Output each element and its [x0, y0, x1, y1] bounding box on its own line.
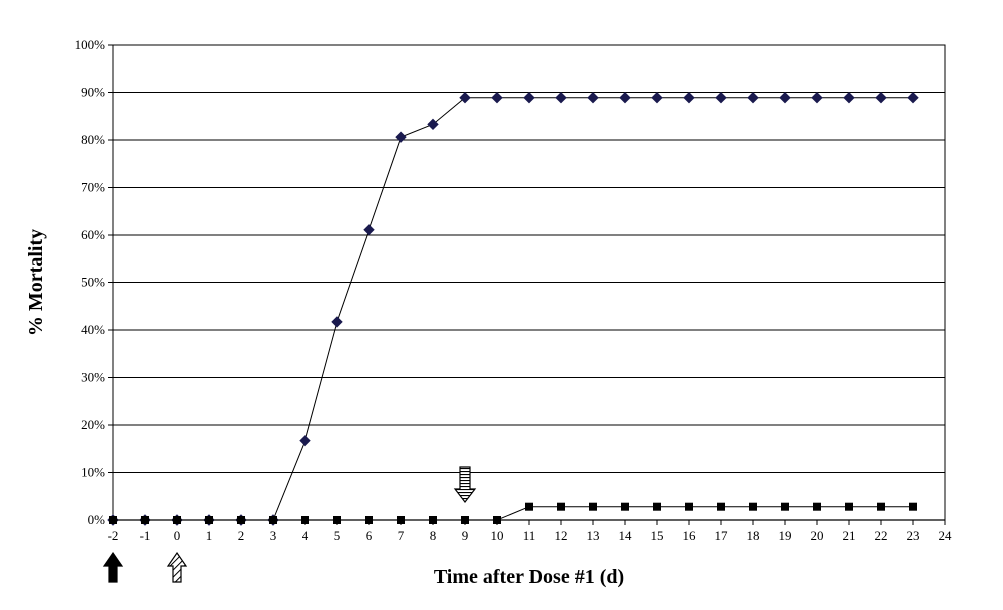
x-tick-label: 14	[619, 528, 633, 543]
data-point	[301, 516, 309, 524]
x-tick-label: 1	[206, 528, 213, 543]
data-point	[299, 434, 311, 447]
data-point	[459, 92, 471, 104]
x-tick-label: 12	[555, 528, 568, 543]
data-point	[909, 502, 917, 511]
data-point	[843, 92, 855, 104]
x-tick-label: 19	[779, 528, 792, 543]
y-tick-label: 30%	[81, 370, 105, 385]
y-tick-labels: 0% 10% 20% 30% 40% 50% 60% 70% 80% 90% 100%	[75, 37, 113, 527]
data-point	[523, 92, 535, 104]
data-point	[747, 92, 759, 104]
x-tick-label: 18	[747, 528, 760, 543]
data-point	[237, 516, 245, 524]
x-tick-label: -1	[140, 528, 151, 543]
x-tick-label: 2	[238, 528, 245, 543]
series-2	[109, 502, 917, 524]
data-point	[813, 502, 821, 511]
data-point	[109, 516, 117, 524]
data-point	[365, 516, 373, 524]
data-point	[555, 92, 567, 104]
data-point	[619, 92, 631, 104]
y-tick-label: 40%	[81, 322, 105, 337]
x-tick-label: 7	[398, 528, 405, 543]
y-tick-label: 70%	[81, 180, 105, 195]
x-tick-label: 4	[302, 528, 309, 543]
data-point	[141, 516, 149, 524]
series-line	[113, 506, 913, 521]
x-tick-label: 21	[843, 528, 856, 543]
data-point	[683, 92, 695, 104]
x-tick-label: 23	[907, 528, 920, 543]
data-point	[491, 92, 503, 104]
data-point	[907, 92, 919, 104]
solid-up-arrow-icon	[102, 551, 124, 583]
y-tick-label: 80%	[81, 132, 105, 147]
data-point	[875, 92, 887, 104]
x-tick-label: 17	[715, 528, 729, 543]
y-axis-title: % Mortality	[25, 229, 47, 336]
y-tick-label: 0%	[88, 512, 106, 527]
data-point	[525, 502, 533, 511]
data-point	[845, 502, 853, 511]
data-point	[331, 316, 343, 328]
x-axis-title: Time after Dose #1 (d)	[434, 566, 624, 588]
y-tick-label: 90%	[81, 85, 105, 100]
data-point	[269, 516, 277, 524]
data-point	[749, 502, 757, 511]
data-point	[173, 516, 181, 524]
x-tick-label: 6	[366, 528, 373, 543]
data-point	[811, 92, 823, 104]
y-tick-label: 60%	[81, 227, 105, 242]
x-tick-label: 11	[523, 528, 536, 543]
x-tick-label: 3	[270, 528, 277, 543]
y-tick-label: 10%	[81, 465, 105, 480]
data-point	[397, 516, 405, 524]
data-point	[493, 516, 501, 524]
x-tick-label: 24	[939, 528, 953, 543]
y-tick-label: 100%	[75, 37, 106, 52]
data-point	[653, 502, 661, 511]
annotations	[102, 466, 477, 583]
data-point	[557, 502, 565, 511]
data-point	[205, 516, 213, 524]
striped-down-arrow-icon	[453, 466, 477, 503]
data-point	[461, 516, 469, 524]
x-tick-label: 8	[430, 528, 437, 543]
data-point	[621, 502, 629, 511]
data-point	[363, 224, 375, 236]
x-tick-label: 5	[334, 528, 341, 543]
data-point	[779, 92, 791, 104]
data-point	[685, 502, 693, 511]
hatched-up-arrow-icon	[166, 551, 188, 583]
data-point	[877, 502, 885, 511]
data-point	[651, 92, 663, 104]
x-tick-label: 13	[587, 528, 600, 543]
data-point	[395, 131, 407, 143]
data-point	[715, 92, 727, 104]
data-point	[717, 502, 725, 511]
x-tick-label: 10	[491, 528, 504, 543]
y-tick-label: 50%	[81, 275, 105, 290]
x-tick-label: 20	[811, 528, 824, 543]
x-tick-label: 9	[462, 528, 469, 543]
x-tick-label: 16	[683, 528, 697, 543]
series-layer	[107, 92, 919, 526]
data-point	[429, 516, 437, 524]
x-tick-label: 15	[651, 528, 664, 543]
data-point	[589, 502, 597, 511]
x-tick-label: 22	[875, 528, 888, 543]
x-tick-label: 0	[174, 528, 181, 543]
data-point	[587, 92, 599, 104]
data-point	[427, 118, 439, 131]
data-point	[781, 502, 789, 511]
x-tick-label: -2	[108, 528, 119, 543]
x-tick-labels: -2 -1 0 1 2 3 4 5 6 7 8 9 10 11 12 13 14 15 16 17 18 19 20 21 22…	[108, 520, 952, 543]
y-tick-label: 20%	[81, 417, 105, 432]
data-point	[333, 516, 341, 524]
